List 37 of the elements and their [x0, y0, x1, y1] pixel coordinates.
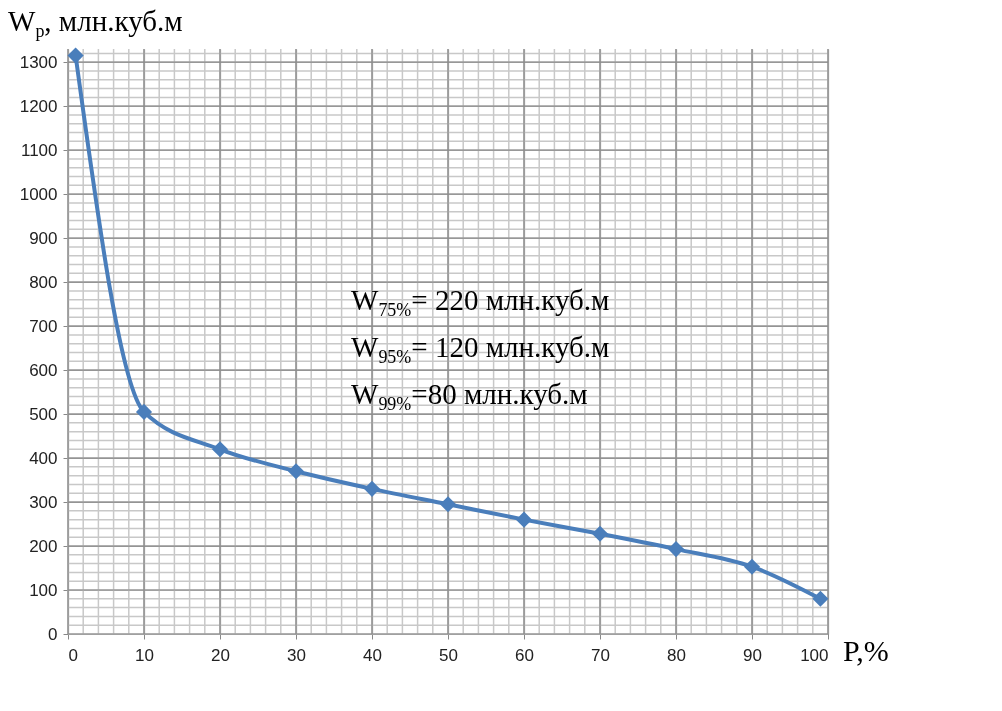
y-tick-label: 500 [29, 404, 58, 424]
point [667, 541, 685, 558]
x-axis-title: P,% [843, 634, 889, 667]
point [812, 590, 829, 607]
y-tick-label: 1200 [19, 96, 58, 116]
x-tick-label: 10 [135, 645, 154, 665]
x-tick-label: 40 [363, 645, 382, 665]
x-tick-label: 60 [515, 645, 534, 665]
y-tick-label: 800 [29, 272, 58, 292]
y-tick-label: 1000 [19, 184, 58, 204]
point [591, 525, 609, 542]
y-tick-label: 100 [29, 580, 58, 600]
point [135, 403, 153, 420]
point [439, 496, 457, 513]
y-tick-label: 300 [29, 492, 58, 512]
point [743, 558, 761, 575]
y-tick-label: 900 [29, 228, 58, 248]
x-tick-label: 30 [287, 645, 306, 665]
point [211, 441, 229, 458]
y-tick-label: 0 [48, 624, 58, 644]
x-tick-label: 0 [68, 645, 78, 665]
point [67, 47, 84, 64]
y-tick-label: 700 [29, 316, 58, 336]
point [515, 511, 533, 528]
y-tick-label: 200 [29, 536, 58, 556]
x-tick-label: 50 [439, 645, 458, 665]
y-tick-label: 1100 [20, 140, 58, 160]
point [287, 463, 305, 480]
x-tick-label: 20 [211, 645, 230, 665]
x-tick-label: 80 [667, 645, 686, 665]
y-tick-label: 1300 [19, 52, 58, 72]
y-tick-label: 400 [29, 448, 58, 468]
x-tick-label: 70 [591, 645, 610, 665]
point [363, 480, 381, 497]
y-tick-label: 600 [29, 360, 58, 380]
x-tick-label: 100 [800, 645, 829, 665]
x-tick-label: 90 [743, 645, 762, 665]
